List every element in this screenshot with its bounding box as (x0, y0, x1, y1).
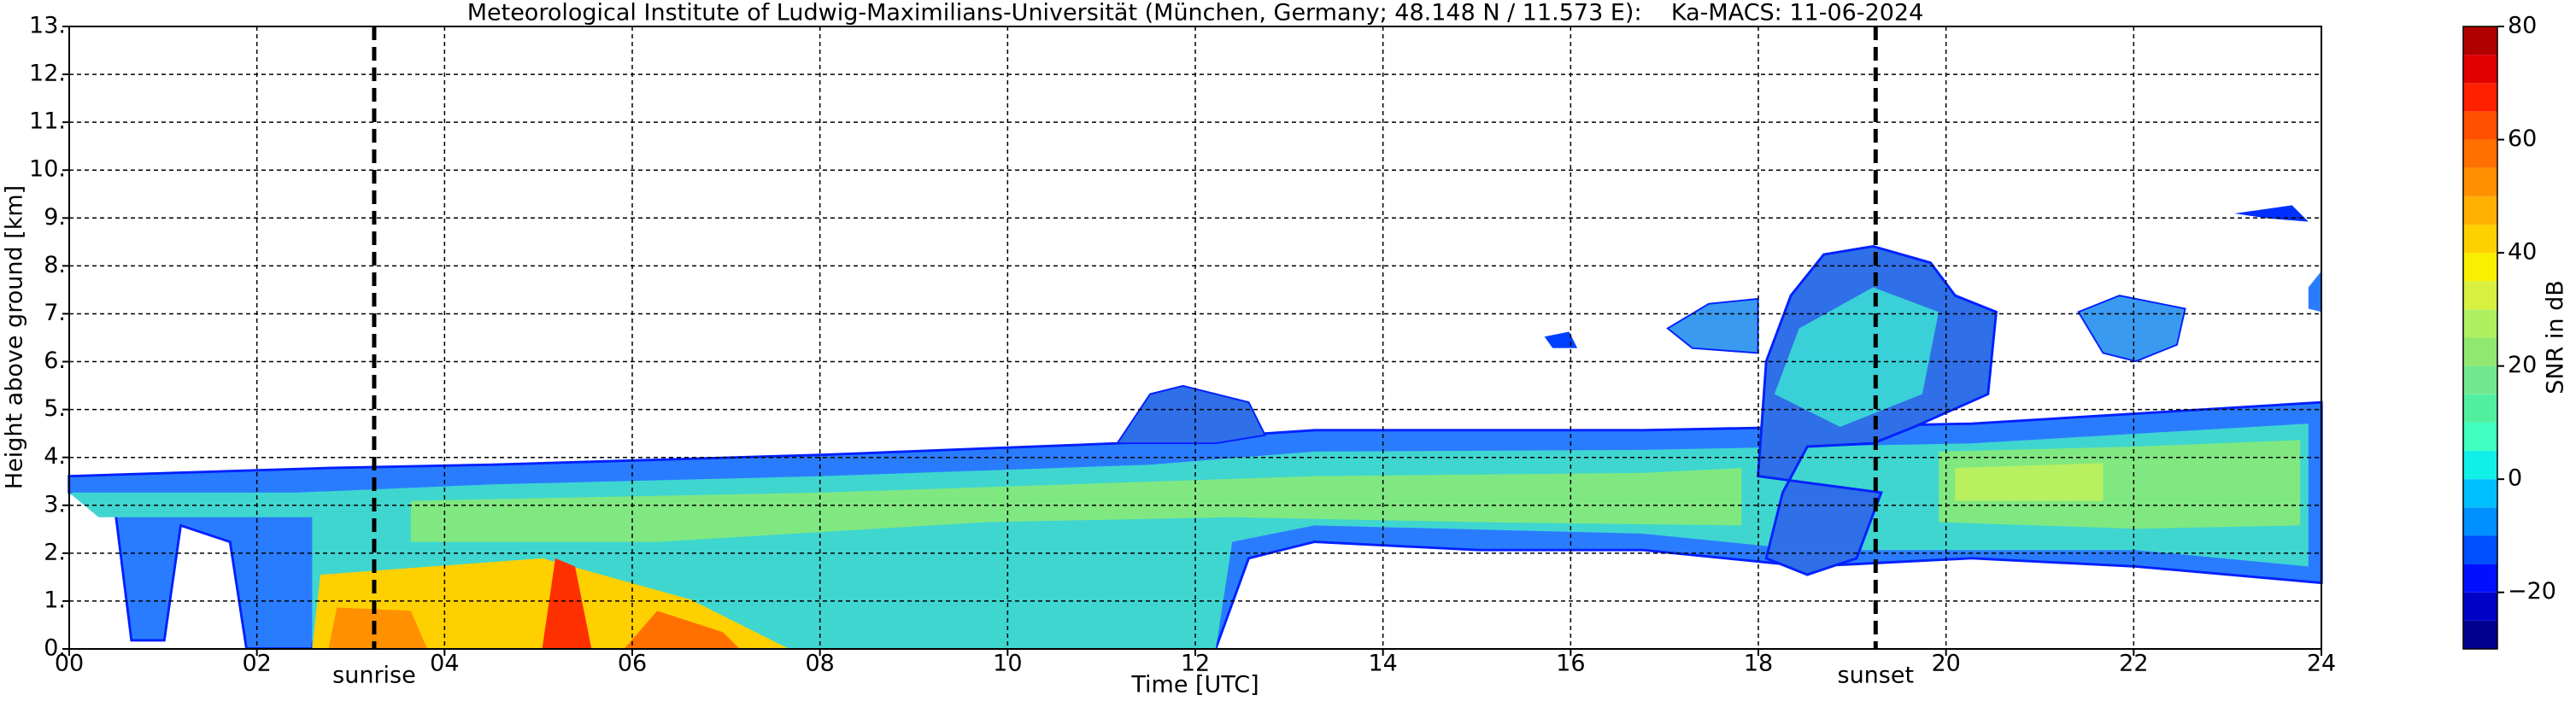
y-tick-label: 8. (44, 252, 66, 278)
colorbar-tick-label: 0 (2508, 465, 2522, 492)
colorbar-cell (2463, 620, 2497, 649)
colorbar-cell (2463, 479, 2497, 508)
y-tick-label: 0. (44, 635, 66, 662)
x-tick-label: 24 (2307, 651, 2336, 677)
y-tick-label: 4. (44, 443, 66, 470)
annotation-label: sunset (1838, 663, 1915, 689)
y-tick-label: 9. (44, 204, 66, 231)
x-tick-label: 14 (1368, 651, 1397, 677)
colorbar-cell (2463, 365, 2497, 394)
echo-field (67, 205, 2323, 651)
colorbar-cell (2463, 196, 2497, 225)
y-tick-label: 11. (29, 108, 66, 135)
colorbar-tick-label: 60 (2508, 126, 2537, 152)
y-tick-label: 7. (44, 300, 66, 326)
colorbar-cell (2463, 309, 2497, 338)
colorbar-cell (2463, 55, 2497, 84)
colorbar-cell (2463, 224, 2497, 254)
colorbar-cell (2463, 535, 2497, 564)
y-tick-label: 5. (44, 395, 66, 422)
y-tick-label: 12. (29, 61, 66, 87)
colorbar-cell (2463, 111, 2497, 140)
colorbar-cell (2463, 422, 2497, 452)
colorbar-cell (2463, 253, 2497, 282)
colorbar-cell (2463, 507, 2497, 536)
x-tick-label: 18 (1744, 651, 1773, 677)
y-tick-label: 2. (44, 539, 66, 565)
y-tick-label: 13. (29, 13, 66, 39)
colorbar-cell (2463, 592, 2497, 621)
x-tick-label: 00 (55, 651, 84, 677)
colorbar-cell (2463, 451, 2497, 480)
colorbar-frame (2462, 26, 2498, 650)
colorbar-cell (2463, 394, 2497, 423)
colorbar-cell (2463, 281, 2497, 310)
colorbar-label: SNR in dB (2543, 280, 2569, 394)
x-tick-label: 10 (993, 651, 1022, 677)
colorbar-cell (2463, 337, 2497, 366)
colorbar-tick-label: −20 (2508, 578, 2556, 605)
x-tick-label: 04 (430, 651, 459, 677)
x-tick-label: 02 (242, 651, 271, 677)
colorbar-tick-label: 80 (2508, 13, 2537, 39)
chart-title: Meteorological Institute of Ludwig-Maxim… (467, 0, 1924, 26)
colorbar-tick-label: 40 (2508, 239, 2537, 266)
colorbar-cell (2463, 83, 2497, 112)
x-axis-label: Time [UTC] (1130, 672, 1259, 698)
x-tick-label: 22 (2119, 651, 2148, 677)
annotation-label: sunrise (332, 663, 416, 689)
x-tick-label: 12 (1181, 651, 1210, 677)
x-tick-label: 16 (1556, 651, 1585, 677)
colorbar-tick-label: 20 (2508, 352, 2537, 378)
colorbar-cell (2463, 139, 2497, 168)
y-tick-label: 10. (29, 156, 66, 183)
colorbar-cell (2463, 26, 2497, 56)
x-tick-label: 06 (618, 651, 647, 677)
y-tick-label: 6. (44, 348, 66, 374)
colorbar-cell (2463, 167, 2497, 196)
y-tick-label: 1. (44, 587, 66, 613)
y-tick-label: 3. (44, 491, 66, 517)
y-axis-label: Height above ground [km] (2, 185, 28, 489)
x-tick-label: 20 (1931, 651, 1960, 677)
x-tick-label: 08 (805, 651, 834, 677)
colorbar-cell (2463, 564, 2497, 593)
